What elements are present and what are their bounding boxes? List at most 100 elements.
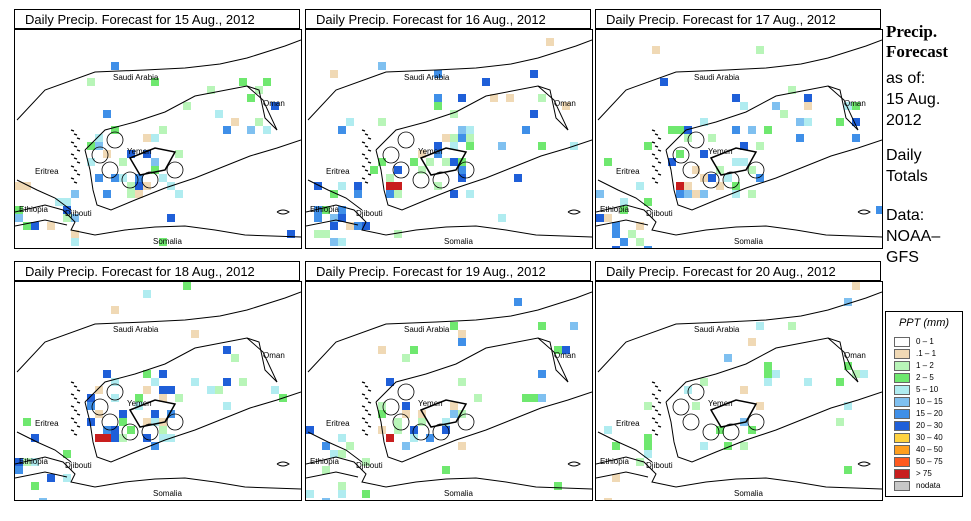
legend-item: .1 – 1 <box>894 349 960 360</box>
precip-cell <box>135 190 143 198</box>
precip-cell <box>644 198 652 206</box>
precip-cell <box>740 386 748 394</box>
precip-cell <box>554 346 562 354</box>
socotra-island <box>276 461 290 467</box>
district-outline <box>672 398 690 416</box>
precip-cell <box>708 174 716 182</box>
map-label-yemen: Yemen <box>418 399 443 408</box>
precip-cell <box>151 158 159 166</box>
map-label-ethiopia: Ethiopia <box>310 205 339 214</box>
precip-cell <box>394 426 402 434</box>
precip-cell <box>151 442 159 450</box>
precip-cell <box>434 94 442 102</box>
legend-label: 40 – 50 <box>916 445 943 454</box>
border-line <box>375 337 569 403</box>
precip-cell <box>159 370 167 378</box>
precip-cell <box>434 102 442 110</box>
precip-cell <box>87 394 95 402</box>
panel-title: Daily Precip. Forecast for 15 Aug., 2012 <box>14 9 300 29</box>
map-label-saudi-arabia: Saudi Arabia <box>694 73 740 82</box>
precip-cell <box>748 190 756 198</box>
island-mark <box>654 181 659 184</box>
precip-cell <box>732 190 740 198</box>
precip-cell <box>191 330 199 338</box>
island-mark <box>367 137 372 140</box>
precip-cell <box>314 214 322 222</box>
district-outline <box>101 413 119 431</box>
precip-cell <box>71 238 79 246</box>
precip-cells <box>604 282 868 500</box>
district-outline <box>392 413 410 431</box>
precip-cell <box>450 158 458 166</box>
map-label-yemen: Yemen <box>127 147 152 156</box>
district-outline <box>101 161 119 179</box>
precip-cell <box>402 410 410 418</box>
precip-cell <box>860 370 868 378</box>
border-line <box>537 337 569 383</box>
precip-cell <box>418 418 426 426</box>
precip-cell <box>394 190 402 198</box>
island-mark <box>361 393 366 396</box>
precip-cell <box>764 378 772 386</box>
precip-cell <box>756 402 764 410</box>
precip-cell <box>15 458 23 466</box>
precip-cell <box>836 378 844 386</box>
legend-label: 50 – 75 <box>916 457 943 466</box>
precip-cell <box>700 118 708 126</box>
border-line <box>306 219 359 227</box>
precip-cell <box>636 238 644 246</box>
border-line <box>16 39 301 121</box>
precip-cell <box>159 126 167 134</box>
precip-cell <box>612 230 620 238</box>
precip-cell <box>748 426 756 434</box>
border-line <box>537 85 569 131</box>
district-outline <box>457 413 475 431</box>
precip-cell <box>151 410 159 418</box>
island-mark <box>73 133 78 136</box>
legend-swatch <box>894 469 910 479</box>
map-label-djibouti: Djibouti <box>646 209 673 218</box>
precip-cell <box>15 214 23 222</box>
precip-cell <box>394 418 402 426</box>
precip-cell <box>183 282 191 290</box>
precip-cell <box>135 182 143 190</box>
precip-cell <box>247 126 255 134</box>
precip-cell <box>676 190 684 198</box>
precip-cell <box>143 182 151 190</box>
precip-cell <box>322 498 330 500</box>
precip-cell <box>151 134 159 142</box>
precip-cell <box>804 94 812 102</box>
precip-cell <box>223 402 231 410</box>
island-mark <box>73 145 78 148</box>
precip-cell <box>23 182 31 190</box>
district-outline <box>747 161 765 179</box>
map-label-djibouti: Djibouti <box>65 461 92 470</box>
border-line <box>375 85 569 151</box>
precip-cell <box>530 110 538 118</box>
district-outline <box>747 413 765 431</box>
precip-cell <box>530 70 538 78</box>
precip-cell <box>612 246 620 248</box>
precip-cell <box>263 78 271 86</box>
precip-cell <box>354 182 362 190</box>
precip-cell <box>215 386 223 394</box>
legend-label: 10 – 15 <box>916 397 943 406</box>
island-mark <box>76 425 81 428</box>
precip-cell <box>330 222 338 230</box>
precip-cell <box>159 394 167 402</box>
precip-cell <box>207 386 215 394</box>
island-mark <box>654 157 659 160</box>
district-outline <box>687 383 705 401</box>
precip-cell <box>466 190 474 198</box>
island-mark <box>73 433 78 436</box>
precip-cell <box>87 418 95 426</box>
precip-cell <box>223 378 231 386</box>
island-mark <box>657 149 662 152</box>
precip-cell <box>692 166 700 174</box>
precip-cell <box>620 198 628 206</box>
heading-line: Forecast <box>886 42 948 61</box>
precip-cell <box>103 110 111 118</box>
map-label-saudi-arabia: Saudi Arabia <box>694 325 740 334</box>
map-label-saudi-arabia: Saudi Arabia <box>404 325 450 334</box>
precip-cell <box>95 386 103 394</box>
